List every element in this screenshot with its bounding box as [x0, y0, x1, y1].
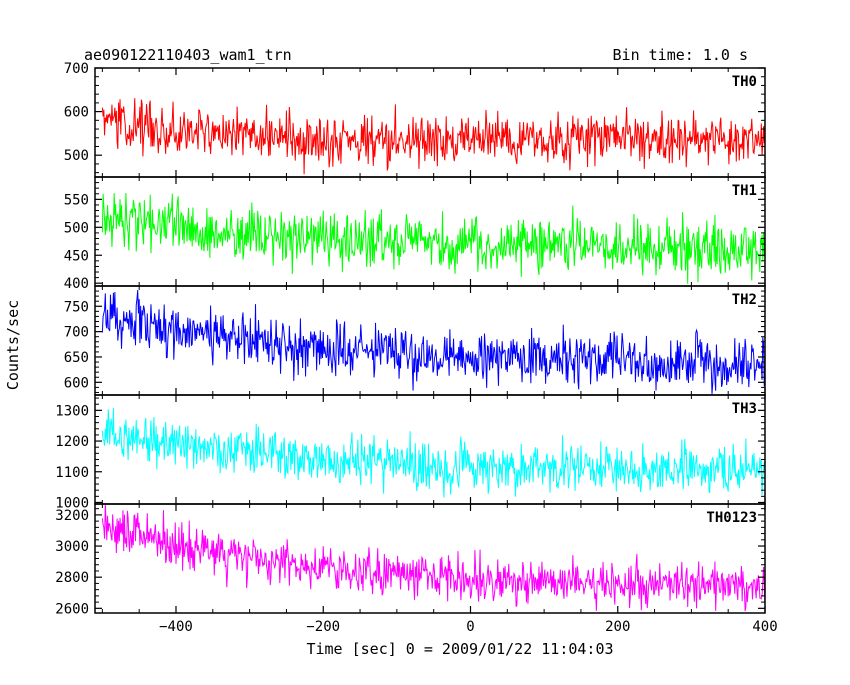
panel-label-th0: TH0 [732, 74, 757, 90]
y-tick-label: 750 [64, 299, 89, 315]
light-curve-th0123 [101, 504, 765, 612]
y-tick-label: 550 [64, 192, 89, 208]
panel-frame-th0123 [94, 503, 766, 614]
y-tick-label: 1300 [55, 403, 89, 419]
y-tick-label: 600 [64, 375, 89, 391]
x-tick-label: 0 [466, 619, 474, 635]
y-tick-label: 600 [64, 105, 89, 121]
y-tick-label: 1100 [55, 465, 89, 481]
panel-label-th1: TH1 [732, 183, 757, 199]
y-tick-label: 700 [64, 325, 89, 341]
y-tick-label: 1200 [55, 434, 89, 450]
x-axis-title: Time [sec] 0 = 2009/01/22 11:04:03 [306, 640, 613, 658]
x-tick-label: −400 [159, 619, 193, 635]
panel-label-th0123: TH0123 [706, 510, 757, 526]
x-tick-label: 400 [752, 619, 777, 635]
x-tick-label: 200 [605, 619, 630, 635]
y-tick-label: 3000 [55, 539, 89, 555]
y-tick-label: 3200 [55, 508, 89, 524]
panel-frame-th0 [94, 67, 766, 178]
y-tick-label: 2600 [55, 601, 89, 617]
panels-group: TH0 500 600 700 TH1 400 450 500 550 TH2 600 650 700 7… [55, 61, 777, 635]
y-tick-label: 2800 [55, 570, 89, 586]
y-tick-label: 450 [64, 248, 89, 264]
y-tick-label: 500 [64, 148, 89, 164]
bin-time-label: Bin time: 1.0 s [613, 46, 748, 64]
y-tick-label: 1000 [55, 495, 89, 511]
y-tick-label: 500 [64, 220, 89, 236]
light-curve-th2 [101, 290, 765, 394]
x-tick-label: −200 [306, 619, 340, 635]
panel-label-th3: TH3 [732, 401, 757, 417]
y-tick-label: 400 [64, 276, 89, 292]
y-tick-label: 650 [64, 350, 89, 366]
observation-id-title: ae090122110403_wam1_trn [84, 46, 292, 64]
y-axis-title: Counts/sec [4, 300, 22, 390]
panel-label-th2: TH2 [732, 292, 757, 308]
light-curve-th0 [101, 98, 765, 175]
y-tick-label: 700 [64, 61, 89, 77]
light-curve-th3 [101, 407, 765, 498]
light-curve-th1 [101, 192, 765, 284]
